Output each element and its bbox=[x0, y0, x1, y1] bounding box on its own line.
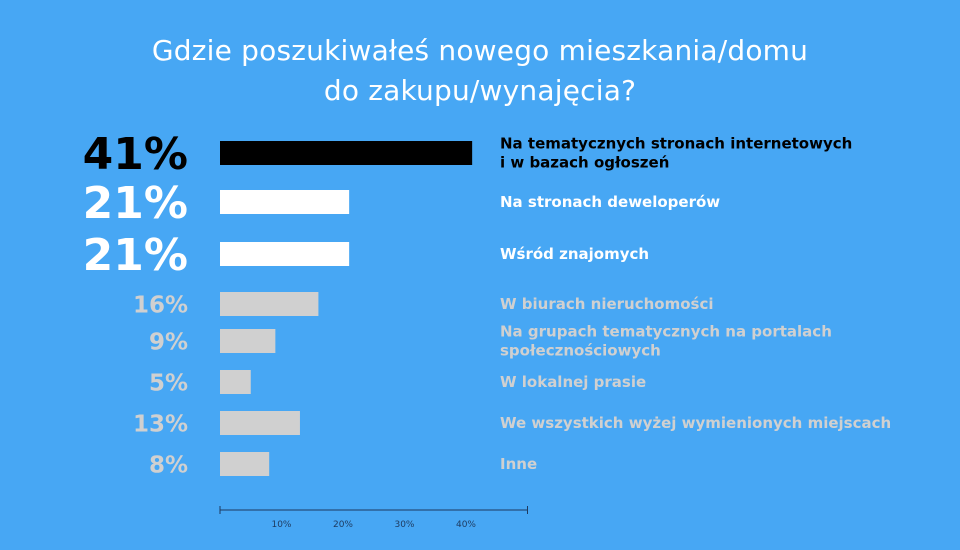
value-label-5: 5% bbox=[149, 370, 188, 396]
category-label-3-0: W biurach nieruchomości bbox=[500, 295, 713, 313]
x-tick-label-2: 30% bbox=[394, 520, 414, 530]
bar-3 bbox=[220, 292, 319, 316]
bar-0 bbox=[220, 141, 473, 165]
category-label-0-0: Na tematycznych stronach internetowych bbox=[500, 135, 852, 153]
value-label-3: 16% bbox=[133, 292, 188, 318]
value-label-0: 41% bbox=[83, 129, 188, 180]
bar-2 bbox=[220, 242, 350, 266]
chart-title-line-2: do zakupu/wynajęcia? bbox=[323, 74, 637, 107]
category-label-4-0: Na grupach tematycznych na portalach bbox=[500, 323, 832, 341]
value-label-4: 9% bbox=[149, 329, 188, 355]
category-label-1-0: Na stronach deweloperów bbox=[500, 193, 720, 211]
value-label-7: 8% bbox=[149, 452, 188, 478]
value-label-1: 21% bbox=[83, 178, 188, 229]
bar-5 bbox=[220, 370, 251, 394]
value-label-2: 21% bbox=[83, 230, 188, 281]
category-label-0-1: i w bazach ogłoszeń bbox=[500, 154, 669, 172]
x-tick-label-1: 20% bbox=[333, 520, 353, 530]
chart-title-line-1: Gdzie poszukiwałeś nowego mieszkania/dom… bbox=[151, 34, 809, 67]
x-tick-label-3: 40% bbox=[456, 520, 476, 530]
category-label-7-0: Inne bbox=[500, 455, 537, 473]
category-label-6-0: We wszystkich wyżej wymienionych miejsca… bbox=[500, 414, 891, 432]
value-label-6: 13% bbox=[133, 411, 188, 437]
bar-6 bbox=[220, 411, 300, 435]
category-label-5-0: W lokalnej prasie bbox=[500, 373, 646, 391]
x-tick-label-0: 10% bbox=[271, 520, 291, 530]
category-label-2-0: Wśród znajomych bbox=[500, 245, 649, 263]
bar-4 bbox=[220, 329, 276, 353]
category-label-4-1: społecznościowych bbox=[500, 342, 661, 360]
bar-7 bbox=[220, 452, 270, 476]
bar-1 bbox=[220, 190, 350, 214]
